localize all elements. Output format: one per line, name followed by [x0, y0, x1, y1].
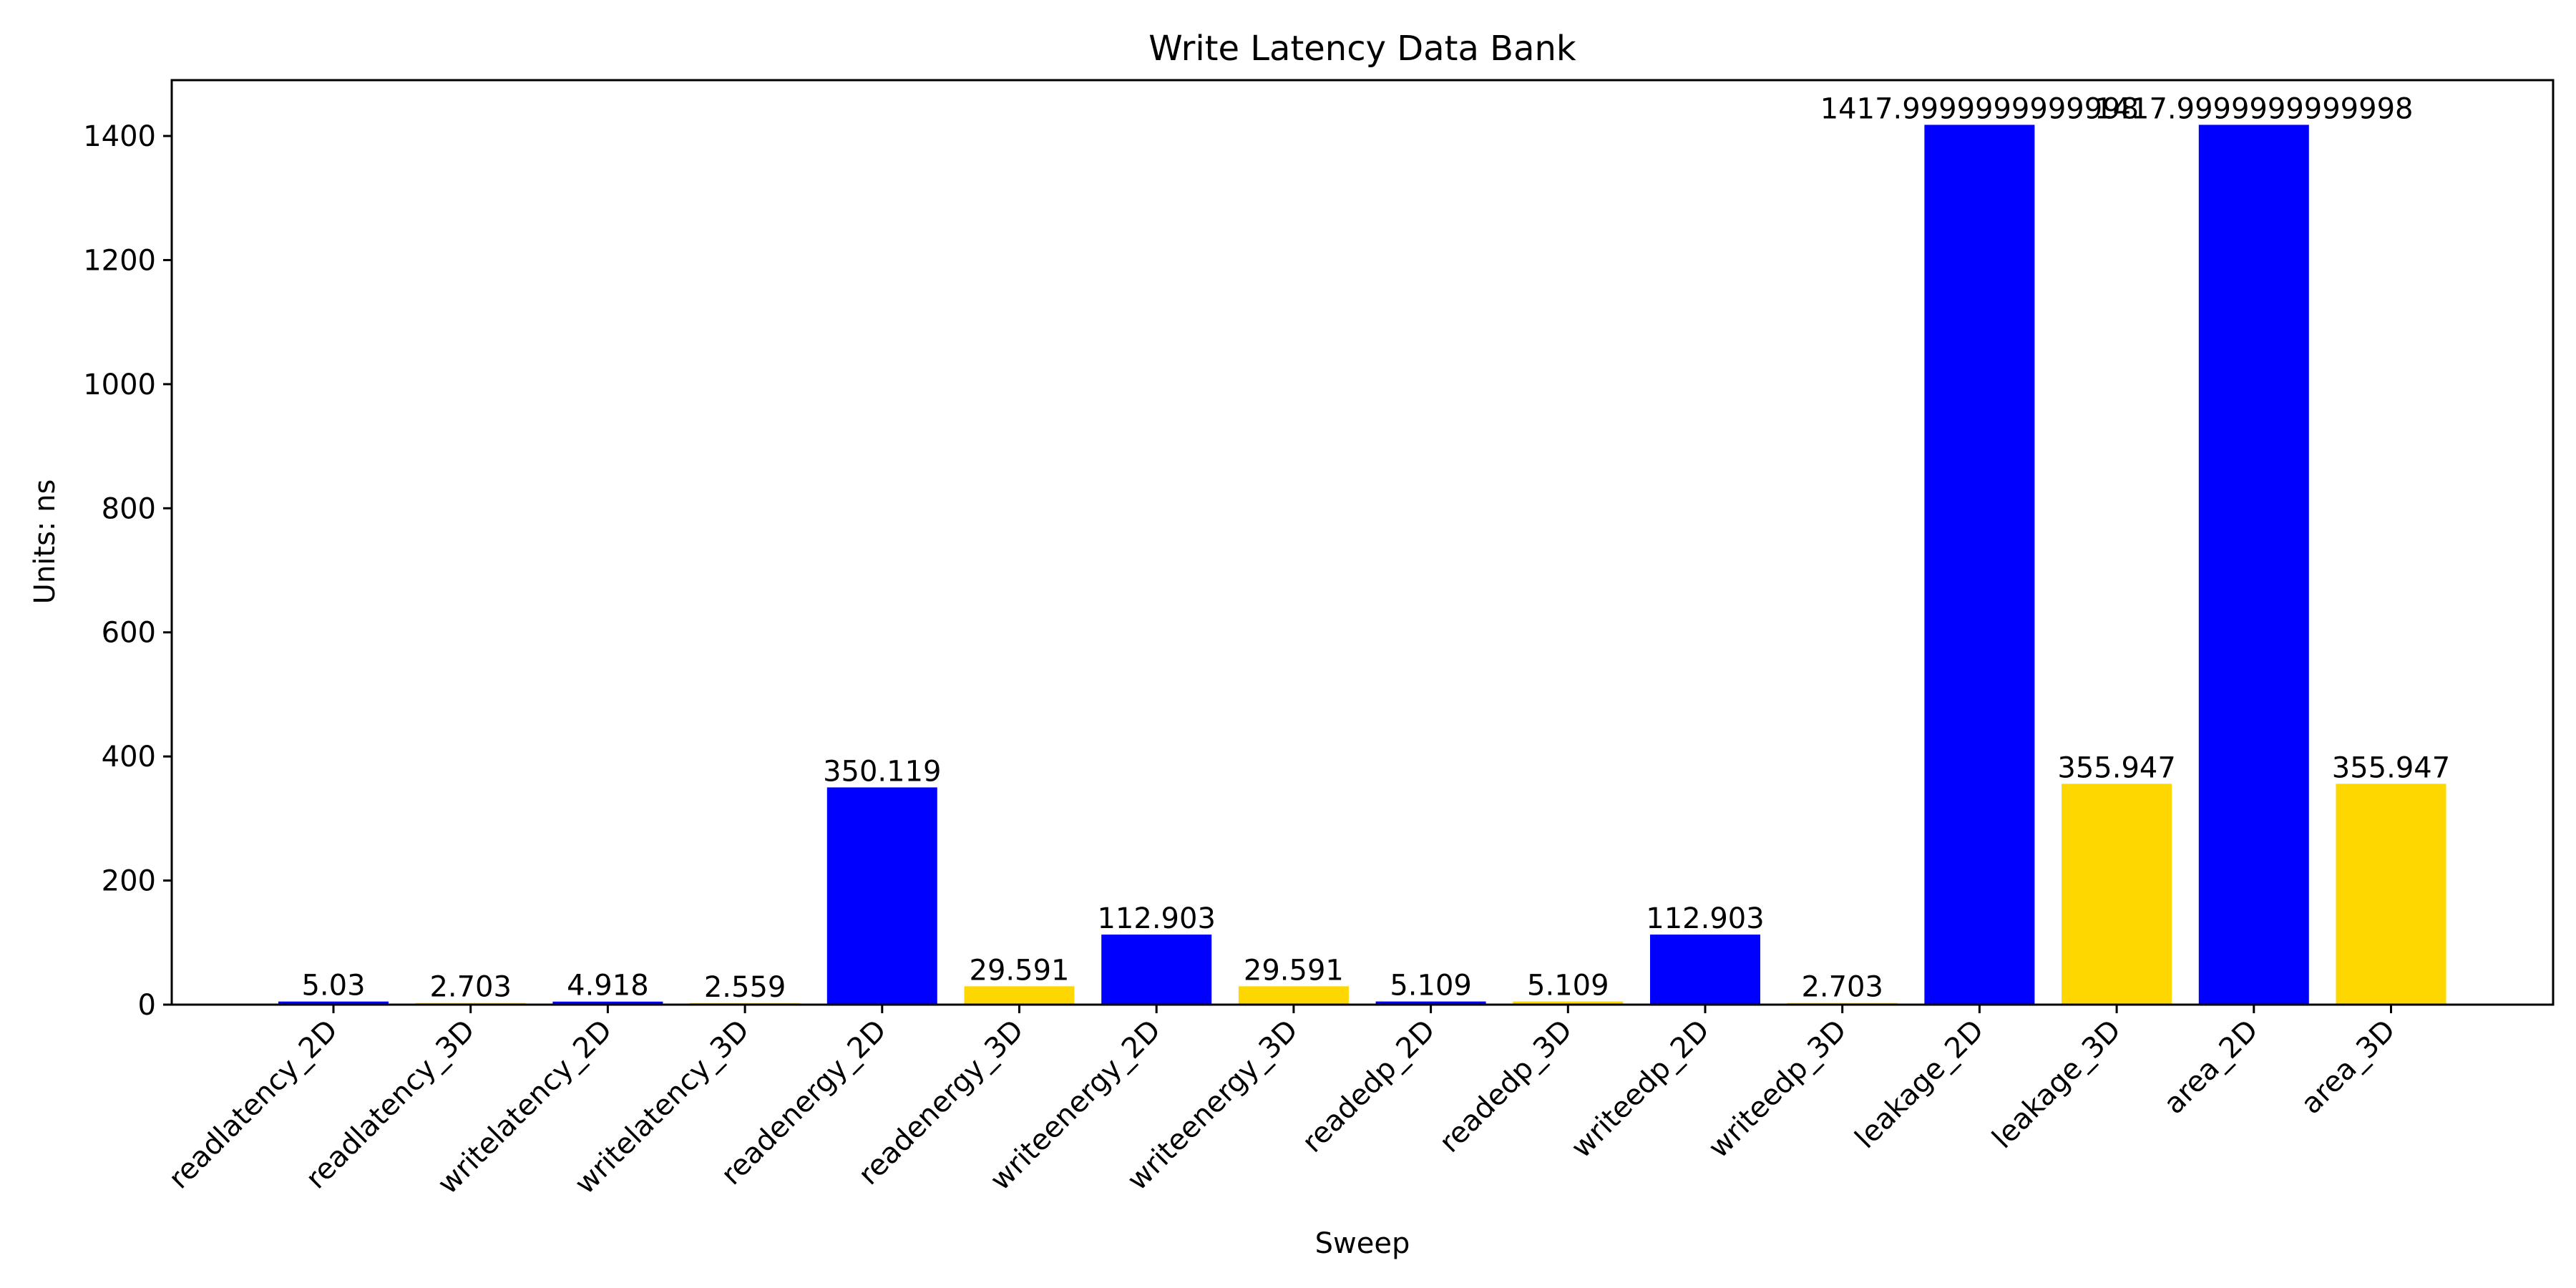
data-label-readenergy_2D: 350.119 — [823, 755, 941, 788]
x-tick-label-leakage_2D: leakage_2D — [1849, 1014, 1991, 1156]
x-tick-label-area_3D: area_3D — [2295, 1014, 2402, 1121]
data-label-readlatency_2D: 5.03 — [301, 970, 365, 1002]
data-label-area_2D: 1417.9999999999998 — [2094, 92, 2413, 125]
data-label-readlatency_3D: 2.703 — [429, 971, 512, 1004]
x-axis-ticks: readlatency_2Dreadlatency_3Dwritelatency… — [162, 1005, 2402, 1201]
chart-title: Write Latency Data Bank — [1148, 29, 1576, 69]
value-labels-group: 5.03 2.703 4.918 2.559 350.119 29.591 112.903 2… — [301, 92, 2450, 1003]
data-label-leakage_3D: 355.947 — [2057, 751, 2175, 784]
data-label-readenergy_3D: 29.591 — [970, 954, 1070, 987]
data-label-readedp_3D: 5.109 — [1527, 970, 1609, 1002]
bars-group — [278, 125, 2446, 1005]
y-tick-label: 200 — [102, 865, 156, 898]
bar-leakage_2D — [1924, 125, 2035, 1005]
data-label-area_3D: 355.947 — [2332, 751, 2450, 784]
data-label-leakage_2D: 1417.9999999999998 — [1820, 92, 2139, 125]
y-tick-label: 1200 — [83, 244, 156, 277]
bar-readlatency_2D — [278, 1001, 389, 1005]
data-label-writeenergy_3D: 29.591 — [1244, 954, 1344, 987]
bar-writeenergy_3D — [1238, 986, 1349, 1005]
data-label-writeedp_3D: 2.703 — [1801, 971, 1883, 1004]
bar-readenergy_2D — [826, 787, 937, 1005]
data-label-writelatency_3D: 2.559 — [704, 971, 786, 1004]
data-label-readedp_2D: 5.109 — [1390, 970, 1472, 1002]
y-tick-label: 800 — [102, 492, 156, 525]
y-tick-label: 1400 — [83, 120, 156, 153]
bar-readenergy_3D — [964, 986, 1075, 1005]
y-tick-label: 400 — [102, 741, 156, 774]
x-tick-label-readedp_2D: readedp_2D — [1296, 1014, 1441, 1159]
data-label-writelatency_2D: 4.918 — [567, 970, 649, 1002]
bar-leakage_3D — [2062, 784, 2172, 1005]
y-tick-label: 1000 — [83, 369, 156, 401]
x-axis-label: Sweep — [1315, 1227, 1410, 1260]
x-tick-label-area_2D: area_2D — [2157, 1014, 2265, 1121]
x-tick-label-writeedp_2D: writeedp_2D — [1565, 1014, 1716, 1165]
bar-area_2D — [2198, 125, 2309, 1005]
bar-readedp_3D — [1513, 1001, 1624, 1005]
data-label-writeedp_2D: 112.903 — [1646, 902, 1764, 935]
y-tick-label: 0 — [138, 989, 156, 1022]
y-axis-ticks: 0 200 400 600 800 1000 1200 1400 — [83, 120, 172, 1022]
bar-readedp_2D — [1375, 1001, 1486, 1005]
plot-frame — [170, 79, 2555, 1006]
bar-writelatency_2D — [552, 1001, 663, 1005]
x-tick-label-leakage_3D: leakage_3D — [1986, 1014, 2128, 1156]
x-tick-label-readedp_3D: readedp_3D — [1433, 1014, 1579, 1159]
data-label-writeenergy_2D: 112.903 — [1097, 902, 1215, 935]
y-axis-label: Units: ns — [29, 479, 62, 605]
bar-writeedp_2D — [1650, 935, 1760, 1005]
y-tick-label: 600 — [102, 617, 156, 650]
bar-writeenergy_2D — [1101, 935, 1212, 1005]
x-tick-label-writeedp_3D: writeedp_3D — [1702, 1014, 1853, 1165]
bar-area_3D — [2336, 784, 2446, 1005]
